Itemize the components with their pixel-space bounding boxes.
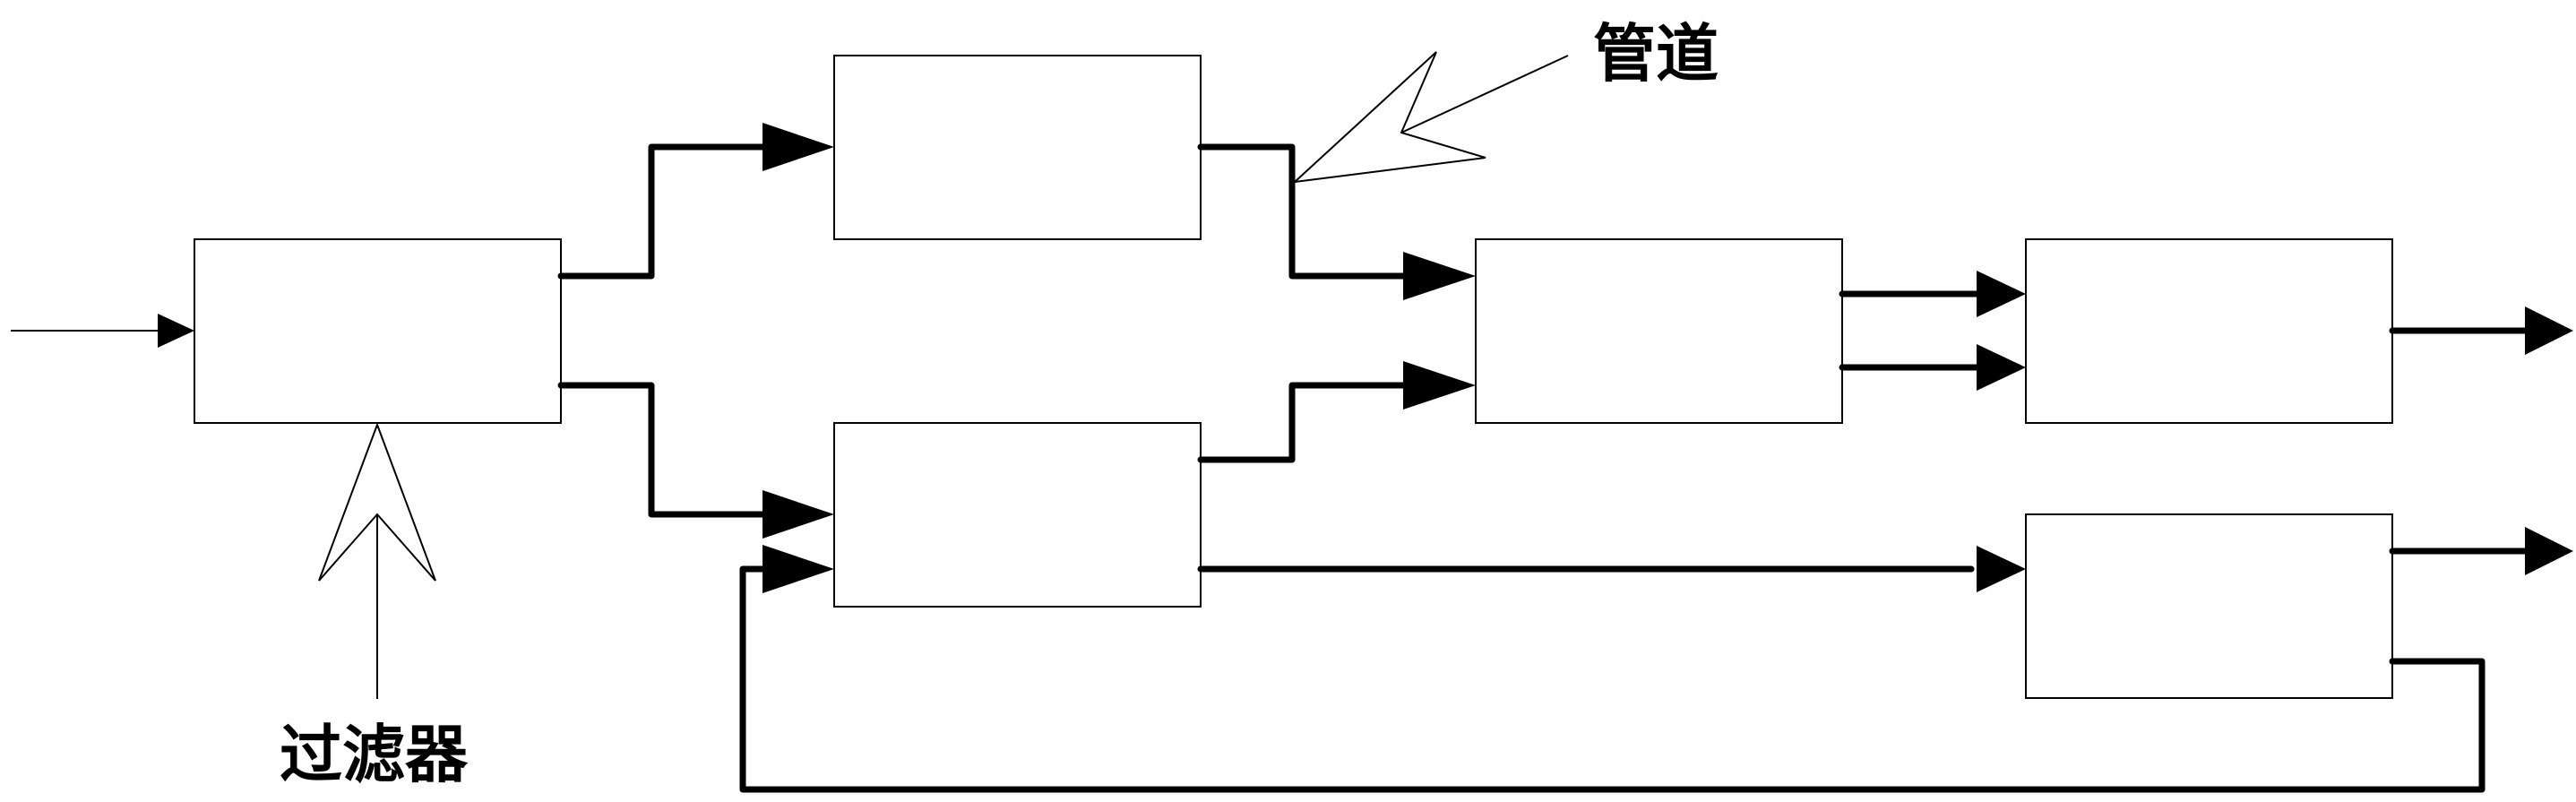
filter-box-upper — [833, 55, 1202, 240]
pipe-output-top-out-arrowhead — [2525, 306, 2573, 355]
filter-box-merge — [1475, 238, 1843, 424]
pipe-feedback-loop-arrowhead — [762, 545, 834, 593]
input-arrowhead — [158, 314, 194, 348]
pipe-source-to-lower — [557, 382, 774, 518]
pipe-upper-to-merge — [1197, 143, 1415, 280]
pipe-feedback-loop — [739, 565, 2486, 793]
pipe-source-to-upper-arrowhead — [762, 123, 834, 171]
pipe-source-to-upper — [557, 143, 774, 280]
pipe-source-to-lower-arrowhead — [762, 490, 834, 539]
pipe-lower-to-output-bottom-arrowhead — [1977, 546, 2026, 592]
pipe-callout-stem — [1400, 55, 1569, 134]
filter-box-lower — [833, 422, 1202, 608]
pipe-lower-to-merge-arrowhead — [1403, 361, 1476, 410]
filter-label: 过滤器 — [280, 718, 469, 791]
pipe-output-bottom-out-arrowhead — [2525, 527, 2573, 575]
pipe-merge-to-output-b-arrowhead — [1977, 344, 2026, 391]
pipe-callout — [1292, 51, 1486, 184]
pipe-upper-to-merge-arrowhead — [1403, 252, 1476, 300]
filter-box-output-bottom — [2025, 513, 2393, 699]
pipe-lower-to-merge — [1197, 382, 1415, 463]
filter-box-source — [194, 238, 562, 424]
pipe-label: 管道 — [1593, 17, 1719, 91]
pipe-merge-to-output-a-arrowhead — [1977, 271, 2026, 317]
filter-box-output-top — [2025, 238, 2393, 424]
